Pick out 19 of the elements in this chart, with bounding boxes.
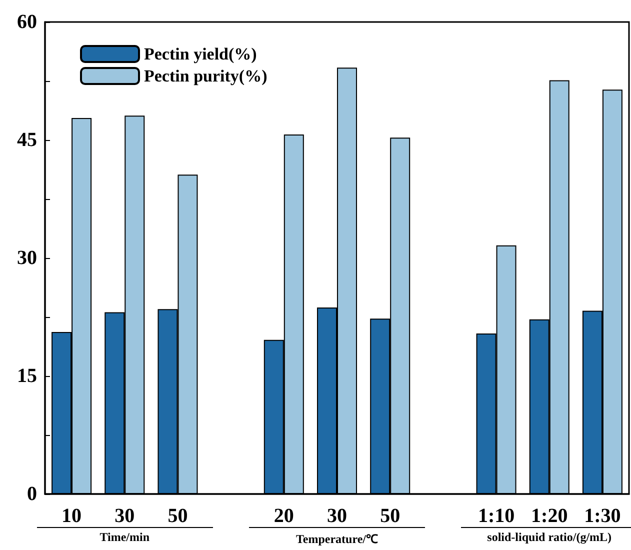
x-tick-label: 50	[380, 505, 400, 527]
x-tick-label: 1:20	[531, 505, 568, 527]
y-tick-label: 60	[17, 11, 37, 33]
text: solid-liquid ratio/(g/mL)	[461, 527, 631, 545]
y-tick-label: 45	[17, 129, 37, 151]
legend-label: Pectin purity(%)	[144, 66, 268, 86]
x-tick-label: 1:30	[584, 505, 621, 527]
x-tick-label: 10	[62, 505, 82, 527]
x-tick-label: 30	[114, 505, 135, 527]
x-tick-label: 30	[327, 505, 347, 527]
legend-label: Pectin yield(%)	[144, 44, 257, 64]
x-tick-label: 50	[168, 505, 188, 527]
y-tick-label: 0	[27, 483, 37, 505]
text: Temperature/℃	[248, 527, 426, 547]
y-tick-label: 15	[17, 365, 37, 387]
x-tick-label: 1:10	[478, 505, 515, 527]
y-tick-label: 30	[17, 247, 37, 269]
x-tick-label: 20	[274, 505, 294, 527]
text: Time/min	[36, 527, 213, 545]
